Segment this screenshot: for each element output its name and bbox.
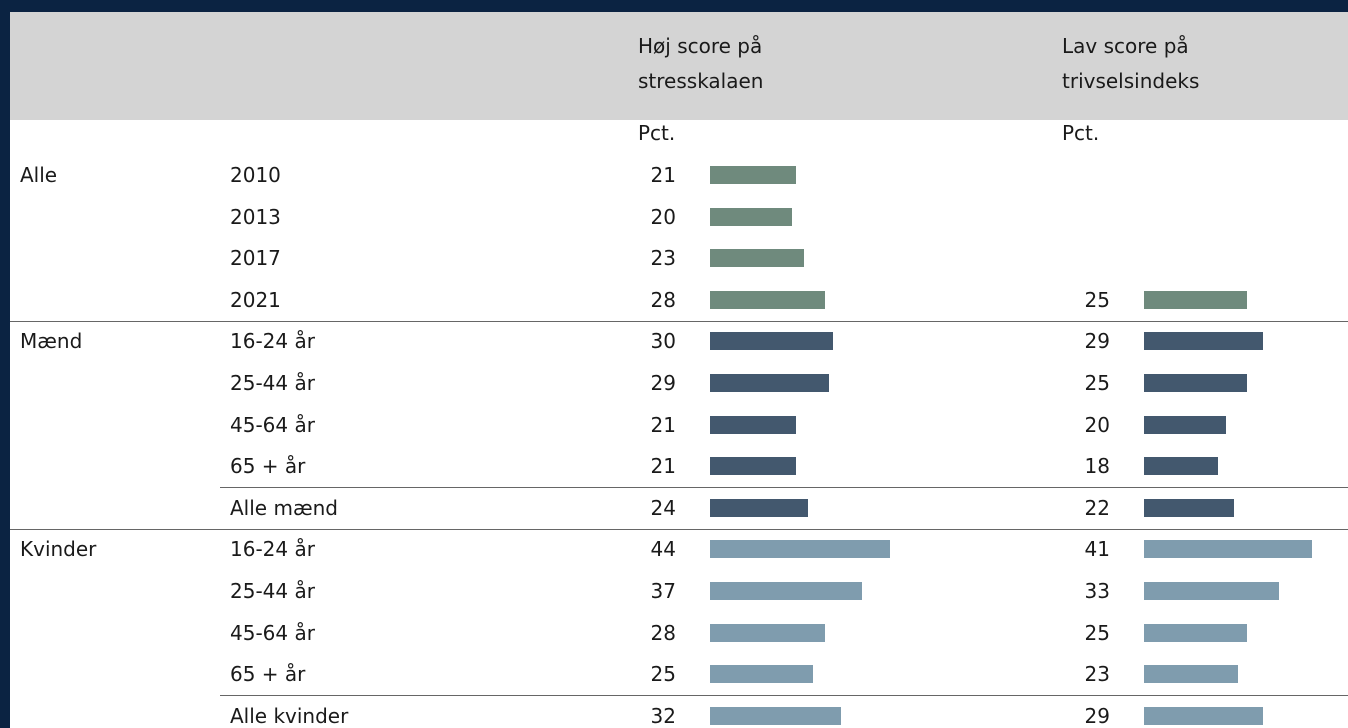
unit-label: Pct. [1062, 121, 1100, 145]
column-header: Lav score på [1062, 34, 1189, 58]
row-label: Alle kvinder [230, 703, 349, 728]
row-label: 2017 [230, 246, 281, 271]
column-header: Høj score på [638, 34, 763, 58]
group-separator [10, 320, 1348, 322]
row-label: 25-44 år [230, 371, 315, 395]
value-label: 41 [1084, 537, 1110, 562]
value-label: 25 [1084, 620, 1110, 645]
bar [1144, 498, 1235, 517]
bar [710, 623, 825, 642]
bar [710, 290, 825, 309]
bar [1144, 290, 1247, 309]
row-label: 25-44 år [230, 579, 315, 603]
value-label: 37 [650, 579, 676, 603]
group-label: Kvinder [20, 537, 97, 562]
bar [1144, 582, 1280, 600]
bar [710, 582, 862, 600]
value-label: 22 [1084, 495, 1110, 520]
row-label: 16-24 år [230, 329, 315, 354]
header-band [10, 12, 1348, 120]
row-label: 65 + år [230, 454, 306, 479]
column-header: stresskalaen [638, 69, 764, 93]
column-header: trivselsindeks [1062, 69, 1200, 93]
value-label: 21 [650, 163, 676, 187]
group-label: Alle [20, 163, 58, 187]
table-panel: Høj score på stresskalaen Pct. Lav score på… [10, 12, 1348, 728]
value-label: 25 [1084, 287, 1110, 312]
unit-label: Pct. [638, 121, 676, 145]
bar [710, 374, 829, 392]
value-label: 32 [650, 703, 676, 728]
bar [710, 415, 797, 434]
value-label: 44 [650, 537, 676, 562]
group-separator [10, 528, 1348, 530]
bar [710, 457, 797, 476]
value-label: 29 [1084, 329, 1110, 354]
row-label: 2013 [230, 204, 281, 229]
bar [710, 665, 813, 684]
bar [1144, 623, 1247, 642]
value-label: 18 [1084, 454, 1110, 479]
value-label: 23 [1084, 662, 1110, 687]
bar [1144, 665, 1239, 684]
row-label: 2010 [230, 163, 281, 187]
value-label: 29 [1084, 703, 1110, 728]
row-label: 45-64 år [230, 620, 315, 645]
bar [1144, 457, 1218, 476]
value-label: 20 [1084, 412, 1110, 437]
value-label: 25 [650, 662, 676, 687]
bar [1144, 332, 1263, 351]
bar [710, 540, 891, 559]
row-label: 16-24 år [230, 537, 315, 562]
value-label: 29 [650, 371, 676, 395]
bar [710, 706, 842, 725]
bar [710, 166, 797, 184]
bar [1144, 706, 1263, 725]
bar [1144, 540, 1313, 559]
bar [710, 332, 833, 351]
bar [1144, 374, 1247, 392]
row-label: 65 + år [230, 662, 306, 687]
row-label: Alle mænd [230, 495, 338, 520]
row-label: 45-64 år [230, 412, 315, 437]
row-separator [220, 695, 1348, 696]
row-separator [220, 487, 1348, 488]
value-label: 30 [650, 329, 676, 354]
value-label: 24 [650, 495, 676, 520]
value-label: 28 [650, 287, 676, 312]
value-label: 33 [1084, 579, 1110, 603]
row-label: 2021 [230, 287, 281, 312]
group-label: Mænd [20, 329, 83, 354]
bar [710, 249, 805, 268]
value-label: 20 [650, 204, 676, 229]
value-label: 21 [650, 412, 676, 437]
bar [710, 498, 809, 517]
value-label: 23 [650, 246, 676, 271]
bar [1144, 415, 1226, 434]
value-label: 21 [650, 454, 676, 479]
bar [710, 207, 792, 226]
value-label: 28 [650, 620, 676, 645]
value-label: 25 [1084, 371, 1110, 395]
